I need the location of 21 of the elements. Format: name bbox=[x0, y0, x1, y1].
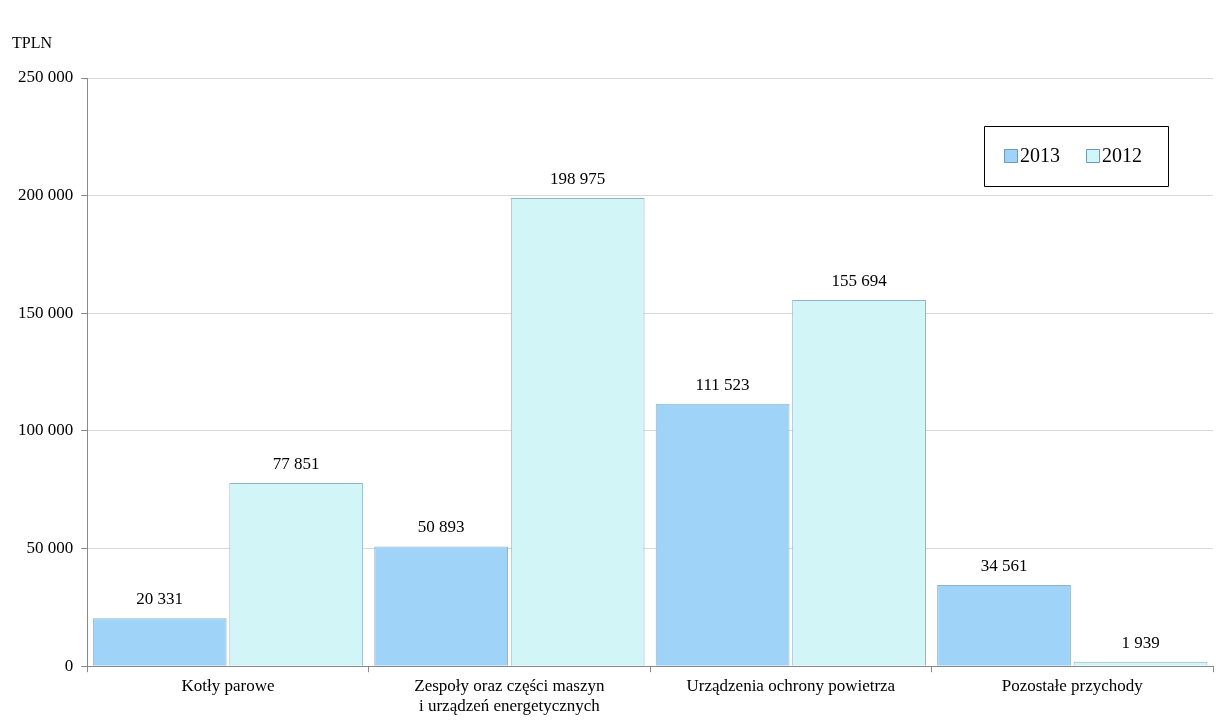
x-tick-label: Pozostałe przychody bbox=[1001, 675, 1144, 695]
legend-label: 2013 bbox=[1020, 144, 1060, 167]
data-label: 50 893 bbox=[417, 517, 465, 537]
y-axis-title: TPLN bbox=[12, 34, 53, 52]
legend-label: 2012 bbox=[1102, 144, 1142, 167]
y-tick-label: 150 000 bbox=[18, 302, 74, 322]
y-tick-label: 250 000 bbox=[18, 67, 74, 87]
y-tick-label: 50 000 bbox=[26, 538, 74, 558]
data-label: 34 561 bbox=[980, 555, 1028, 575]
data-label: 77 851 bbox=[272, 454, 320, 473]
data-label: 20 331 bbox=[136, 589, 184, 609]
data-label: 1 939 bbox=[1121, 632, 1160, 652]
x-tick-label: Kotły parowe bbox=[181, 675, 275, 695]
y-tick-label: 0 bbox=[64, 655, 74, 675]
data-label: 198 975 bbox=[550, 169, 606, 189]
y-tick-label: 100 000 bbox=[18, 420, 74, 440]
data-label: 155 694 bbox=[831, 270, 888, 290]
x-tick-label: Zespoły oraz części maszyn i urządzeń energetycznych bbox=[414, 675, 606, 716]
data-label: 111 523 bbox=[695, 374, 750, 394]
y-tick-label: 200 000 bbox=[18, 185, 74, 205]
x-tick-label: Urządzenia ochrony powietrza bbox=[686, 675, 896, 695]
